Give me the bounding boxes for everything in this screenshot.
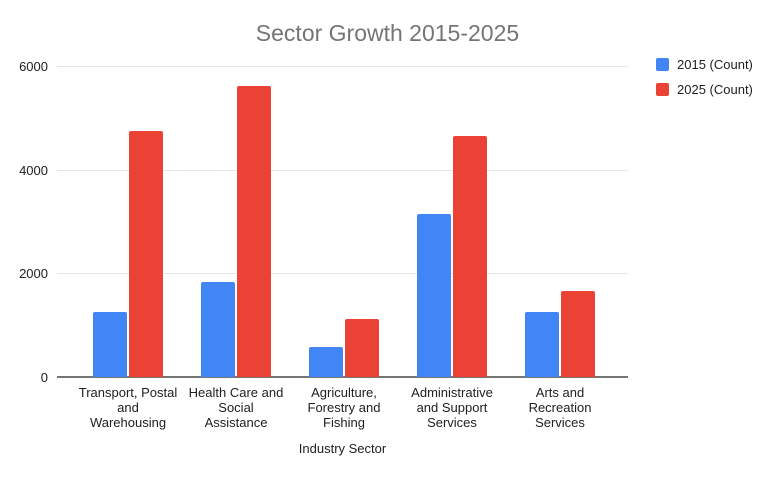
legend-item-2025-count-[interactable]: 2025 (Count) <box>656 82 753 97</box>
legend-swatch-icon <box>656 83 669 96</box>
x-category-label: Agriculture, Forestry and Fishing <box>307 385 381 430</box>
x-category-label: Arts and Recreation Services <box>528 385 592 430</box>
bar-2015-count--cat0[interactable] <box>93 311 127 377</box>
x-category-label: Transport, Postal and Warehousing <box>78 385 178 430</box>
y-tick-label: 0 <box>40 370 48 385</box>
y-tick-label: 6000 <box>19 59 48 74</box>
chart-title: Sector Growth 2015-2025 <box>255 20 520 46</box>
legend: 2015 (Count) 2025 (Count) <box>656 57 753 107</box>
gridline <box>57 273 628 275</box>
legend-label: 2025 (Count) <box>677 82 753 97</box>
x-axis-title: Industry Sector <box>298 441 387 456</box>
y-tick-label: 4000 <box>19 162 48 178</box>
bar-2025-count--cat0[interactable] <box>129 130 163 377</box>
y-tick-label: 2000 <box>19 266 48 282</box>
legend-label: 2015 (Count) <box>677 57 753 72</box>
bar-2025-count--cat4[interactable] <box>561 291 595 377</box>
legend-swatch-icon <box>656 58 669 71</box>
bar-2015-count--cat4[interactable] <box>525 311 559 377</box>
gridline <box>57 66 628 67</box>
x-category-label: Administrative and Support Services <box>411 385 493 430</box>
gridline <box>57 169 628 171</box>
bar-2015-count--cat2[interactable] <box>309 347 343 377</box>
bar-2025-count--cat2[interactable] <box>345 318 379 377</box>
legend-item-2015-count-[interactable]: 2015 (Count) <box>656 57 753 72</box>
bar-2025-count--cat3[interactable] <box>453 135 487 377</box>
bar-2025-count--cat1[interactable] <box>237 86 271 377</box>
bar-2015-count--cat3[interactable] <box>417 213 451 377</box>
x-category-label: Health Care and Social Assistance <box>188 385 284 430</box>
x-axis-line <box>57 376 628 378</box>
bar-2015-count--cat1[interactable] <box>201 282 235 377</box>
